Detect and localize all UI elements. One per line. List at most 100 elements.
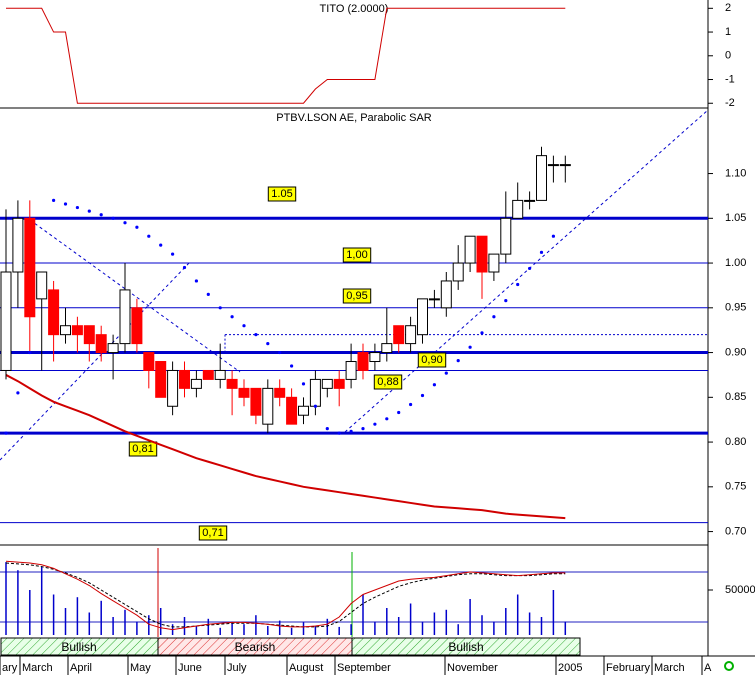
sar-dot	[182, 265, 187, 270]
signal-label: Bullish	[448, 640, 483, 654]
candle-body	[238, 387, 250, 398]
sar-dot	[337, 431, 341, 435]
y-tick-label: 1.10	[725, 167, 746, 179]
level-label-box	[373, 374, 403, 390]
sar-dot	[373, 422, 377, 426]
candle-body	[250, 387, 262, 416]
x-tick-label: February	[606, 662, 651, 674]
sar-dot	[123, 221, 127, 225]
y-tick-label: -2	[725, 97, 735, 109]
level-label-box	[267, 186, 297, 202]
signal-band	[351, 637, 581, 656]
sar-dot	[420, 393, 425, 398]
candle-body	[262, 387, 274, 425]
sar-dot	[468, 345, 472, 349]
indicator-line	[6, 7, 566, 104]
candle-body	[393, 325, 405, 345]
sar-dot	[87, 209, 91, 213]
trend-line	[344, 109, 709, 433]
signal-label: Bearish	[235, 640, 276, 654]
sar-dot	[444, 371, 448, 375]
candle-body	[500, 217, 512, 255]
x-tick-label: April	[70, 662, 92, 674]
x-tick-label: March	[654, 662, 685, 674]
volume-ma	[5, 562, 566, 628]
candle-body	[547, 164, 559, 167]
sar-dot	[290, 364, 294, 368]
x-tick-label: September	[337, 662, 391, 674]
candle-body	[214, 369, 226, 380]
candle-body	[524, 199, 536, 202]
candle-body	[155, 361, 167, 398]
y-tick-label: 0.75	[725, 481, 746, 493]
sar-dot	[16, 391, 20, 395]
sar-dot	[551, 234, 556, 238]
sar-dot	[539, 250, 544, 254]
x-tick-label: June	[178, 662, 202, 674]
y-tick-label: 0	[725, 50, 731, 62]
candle-body	[333, 378, 345, 389]
sar-dot	[4, 431, 8, 435]
sar-dot	[52, 198, 56, 203]
y-tick-label: 50000	[725, 584, 755, 596]
y-tick-label: 1.00	[725, 257, 746, 269]
sar-dot	[385, 417, 389, 421]
y-tick-label: 0.80	[725, 436, 746, 448]
sar-dot	[242, 324, 246, 328]
trend-line	[0, 261, 191, 461]
candle-body	[131, 307, 143, 345]
sar-dot	[194, 279, 198, 283]
candle-body	[226, 378, 238, 389]
sar-dot	[325, 427, 329, 431]
candle-body	[536, 155, 547, 201]
sar-dot	[432, 383, 436, 387]
candle-body	[512, 199, 524, 219]
candle-body	[381, 343, 393, 354]
candle-body	[71, 325, 83, 336]
sar-dot	[313, 404, 317, 408]
candle-body	[428, 298, 440, 301]
sar-dot	[492, 315, 496, 319]
sar-dot	[135, 225, 139, 229]
level-label-box	[198, 525, 228, 541]
candle-body	[95, 334, 107, 354]
level-label-box	[342, 247, 372, 263]
candle-body	[559, 164, 571, 167]
y-tick-label: 0.90	[725, 346, 746, 358]
x-tick-label: ary	[2, 662, 18, 674]
y-tick-label: 0.85	[725, 391, 746, 403]
x-tick-label: July	[227, 662, 247, 674]
candle-body	[12, 217, 24, 273]
candle-body	[476, 235, 488, 273]
sar-dot	[397, 410, 401, 415]
x-tick-label: August	[289, 662, 323, 674]
level-label: 1.05	[271, 188, 292, 200]
sar-dot	[266, 342, 270, 346]
candle-body	[167, 369, 179, 407]
candle-body	[286, 396, 298, 425]
candle-body	[464, 235, 476, 264]
candle-body	[143, 352, 155, 371]
sar-dot	[528, 266, 532, 271]
candle-body	[0, 271, 12, 371]
candle-body	[452, 262, 464, 282]
sar-dot	[99, 213, 103, 217]
candle-body	[405, 325, 417, 345]
sar-dot	[206, 292, 210, 296]
candle-body	[60, 325, 71, 336]
candle-body	[83, 325, 95, 345]
signal-label: Bullish	[61, 640, 96, 654]
sar-dot	[28, 350, 32, 355]
sar-dot	[63, 202, 68, 206]
level-label-box	[342, 288, 372, 304]
y-tick-label: 2	[725, 2, 731, 14]
level-label-box	[128, 441, 158, 457]
candle-body	[369, 352, 381, 363]
sar-dot	[516, 282, 520, 287]
sar-dot	[409, 402, 413, 407]
level-label: 0,88	[377, 376, 398, 388]
sar-dot	[301, 382, 306, 386]
sar-dot	[278, 350, 282, 355]
indicator-title: TITO (2.0000)	[320, 3, 389, 15]
